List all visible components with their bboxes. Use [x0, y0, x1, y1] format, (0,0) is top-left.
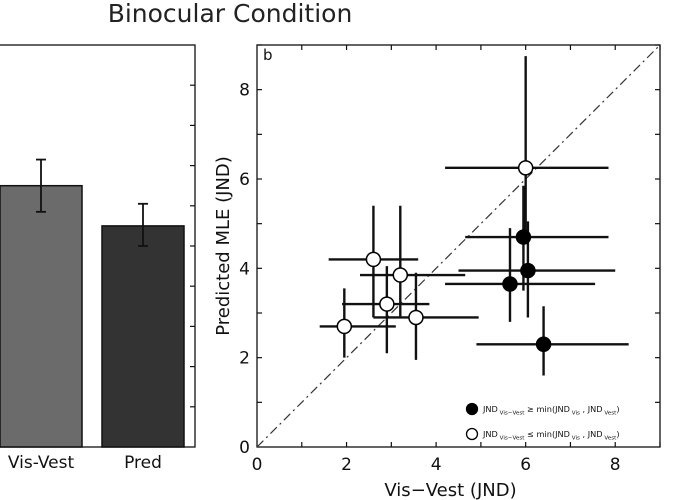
- legend-text-part: ): [616, 404, 619, 414]
- scatter-chart-panel: 0 2 4 6 8 0 2 4 6 8 Vis−Vest (JND) Predicted MLE (J…: [213, 44, 661, 500]
- panel-label: b: [263, 46, 273, 64]
- bar: [0, 184, 83, 448]
- bar-chart-panel: Vis-Vest Pred: [0, 44, 196, 473]
- x-tick-label: 8: [610, 455, 621, 475]
- open-data-point: [365, 251, 382, 268]
- open-data-point: [408, 309, 424, 326]
- open-data-point: [379, 296, 395, 312]
- open-data-point: [517, 160, 534, 176]
- filled-data-point: [515, 229, 532, 245]
- x-tick-label: 0: [252, 455, 263, 475]
- legend-text-part: JND: [482, 404, 498, 414]
- open-data-point: [336, 318, 353, 335]
- y-tick-label: 4: [239, 259, 250, 279]
- legend-marker: [465, 402, 479, 416]
- legend-text-part: ): [616, 429, 619, 439]
- legend-text-part: , JND: [580, 429, 603, 439]
- filled-data-point: [520, 262, 536, 279]
- x-tick-label: 2: [341, 455, 352, 475]
- y-tick-label: 8: [239, 81, 250, 101]
- y-axis-label: Predicted MLE (JND): [213, 156, 234, 336]
- legend-entry: JND Vis−Vest ≤ min(JND Vis , JND Vest): [482, 429, 620, 442]
- bar-category-label: Pred: [124, 453, 162, 473]
- y-tick-label: 6: [239, 170, 250, 190]
- x-tick-label: 4: [431, 455, 442, 475]
- legend-text-part: Vis: [570, 411, 580, 417]
- legend-entry: JND Vis−Vest ≥ min(JND Vis , JND Vest): [482, 404, 620, 417]
- bar: [101, 225, 185, 448]
- x-tick-label: 6: [520, 455, 531, 475]
- legend-text-part: Vest: [603, 411, 618, 417]
- scatter-plot-frame: [256, 44, 661, 448]
- filled-data-point: [502, 276, 518, 292]
- legend-text-part: Vest: [603, 436, 618, 442]
- legend-marker: [465, 427, 479, 441]
- legend-text-part: Vis−Vest: [498, 436, 525, 442]
- x-axis-label: Vis−Vest (JND): [384, 480, 516, 500]
- open-data-point: [392, 267, 409, 283]
- legend-text-part: ≥ min(JND: [524, 404, 570, 414]
- legend-text-part: Vis−Vest: [498, 411, 525, 417]
- legend-text-part: , JND: [580, 404, 603, 414]
- figure-title: Binocular Condition: [108, 0, 353, 28]
- legend-text-part: Vis: [570, 436, 580, 442]
- y-tick-label: 2: [239, 349, 250, 369]
- legend-text-part: JND: [482, 429, 498, 439]
- bar-category-label: Vis-Vest: [8, 453, 75, 473]
- filled-data-point: [535, 336, 552, 353]
- legend-text-part: ≤ min(JND: [524, 429, 570, 439]
- identity-line: [256, 44, 661, 448]
- y-tick-label: 0: [239, 438, 250, 458]
